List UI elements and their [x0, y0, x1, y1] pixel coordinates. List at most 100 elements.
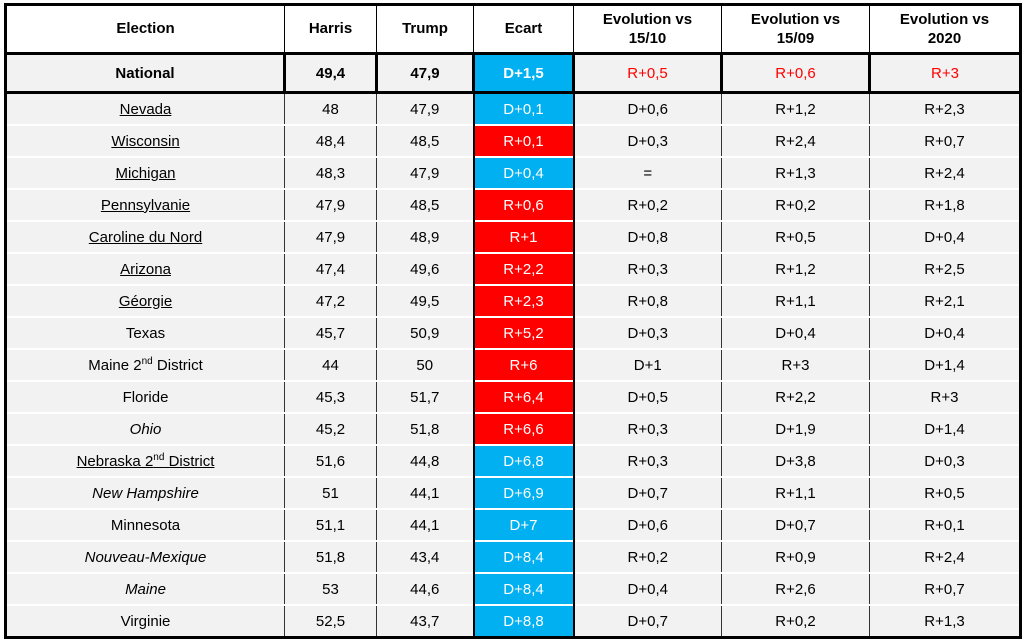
state-name: Minnesota — [110, 516, 181, 534]
evolution-15-09-cell: R+2,2 — [721, 380, 870, 413]
evolution-2020-cell: R+3 — [869, 380, 1021, 413]
state-row: Géorgie 47,2 49,5 R+2,3 R+0,8 R+1,1 R+2,… — [5, 284, 1021, 317]
state-name[interactable]: Caroline du Nord — [88, 228, 203, 246]
harris-cell: 47,2 — [284, 284, 377, 317]
state-row: Texas 45,7 50,9 R+5,2 D+0,3 D+0,4 D+0,4 — [5, 316, 1021, 349]
ecart-cell: R+6,4 — [472, 380, 575, 413]
evolution-15-09-cell: R+0,2 — [721, 188, 870, 221]
harris-cell: 48,3 — [284, 156, 377, 189]
state-name[interactable]: Michigan — [115, 164, 176, 182]
state-name: Ohio — [129, 420, 162, 438]
evolution-15-10-cell: D+0,7 — [573, 476, 722, 509]
harris-cell: 51,1 — [284, 508, 377, 541]
evolution-15-09-cell: D+1,9 — [721, 412, 870, 445]
state-name[interactable]: Nevada — [119, 100, 172, 118]
evolution-15-09-cell: D+0,4 — [721, 316, 870, 349]
evolution-15-10-cell: R+0,8 — [573, 284, 722, 317]
state-name: Maine 2nd District — [88, 355, 203, 374]
ecart-cell: R+5,2 — [472, 316, 575, 349]
state-row: Wisconsin 48,4 48,5 R+0,1 D+0,3 R+2,4 R+… — [5, 124, 1021, 157]
state-name-cell: Nevada — [5, 91, 285, 125]
state-row: Caroline du Nord 47,9 48,9 R+1 D+0,8 R+0… — [5, 220, 1021, 253]
state-name-cell: Ohio — [5, 412, 285, 445]
evolution-15-09-cell: R+1,1 — [721, 476, 870, 509]
trump-cell: 50 — [376, 348, 474, 381]
trump-cell: 51,8 — [376, 412, 474, 445]
national-trump-cell: 47,9 — [375, 52, 475, 94]
harris-cell: 51,6 — [284, 444, 377, 477]
harris-cell: 52,5 — [284, 604, 377, 638]
trump-cell: 50,9 — [376, 316, 474, 349]
state-name-cell: Virginie — [5, 604, 285, 638]
evolution-15-10-cell: D+0,3 — [573, 124, 722, 157]
evolution-15-09-cell: R+0,2 — [721, 604, 870, 638]
harris-cell: 44 — [284, 348, 377, 381]
ecart-cell: R+2,3 — [472, 284, 575, 317]
national-label: National — [4, 52, 286, 94]
national-ecart-cell: D+1,5 — [472, 52, 575, 94]
evolution-15-10-cell: D+0,8 — [573, 220, 722, 253]
state-row: New Hampshire 51 44,1 D+6,9 D+0,7 R+1,1 … — [5, 476, 1021, 509]
ecart-cell: R+1 — [472, 220, 575, 253]
state-name-cell: Nebraska 2nd District — [5, 444, 285, 477]
state-row: Maine 2nd District 44 50 R+6 D+1 R+3 D+1… — [5, 348, 1021, 381]
national-harris-cell: 49,4 — [283, 52, 378, 94]
evolution-15-10-cell: D+1 — [573, 348, 722, 381]
col-header-trump: Trump — [376, 3, 474, 55]
harris-cell: 47,4 — [284, 252, 377, 285]
state-name[interactable]: Géorgie — [118, 292, 173, 310]
national-evolution-15-09-cell: R+0,6 — [720, 52, 871, 94]
state-name-cell: Arizona — [5, 252, 285, 285]
ecart-cell: D+6,8 — [472, 444, 575, 477]
state-name[interactable]: Wisconsin — [111, 132, 180, 150]
state-name-cell: Michigan — [5, 156, 285, 189]
evolution-15-09-cell: R+3 — [721, 348, 870, 381]
state-name-cell: Wisconsin — [5, 124, 285, 157]
state-name-cell: Texas — [5, 316, 285, 349]
state-row: Nevada 48 47,9 D+0,1 D+0,6 R+1,2 R+2,3 — [5, 91, 1021, 125]
harris-cell: 48,4 — [284, 124, 377, 157]
national-evolution-2020-cell: R+3 — [868, 52, 1022, 94]
harris-cell: 53 — [284, 572, 377, 605]
evolution-2020-cell: R+2,4 — [869, 156, 1021, 189]
ecart-cell: R+0,1 — [472, 124, 575, 157]
harris-cell: 45,7 — [284, 316, 377, 349]
evolution-15-10-cell: R+0,3 — [573, 412, 722, 445]
state-name[interactable]: Nebraska 2nd District — [76, 451, 215, 470]
state-name-cell: Géorgie — [5, 284, 285, 317]
ecart-cell: R+6,6 — [472, 412, 575, 445]
trump-cell: 48,5 — [376, 188, 474, 221]
trump-cell: 43,4 — [376, 540, 474, 573]
evolution-2020-cell: R+1,8 — [869, 188, 1021, 221]
state-row: Ohio 45,2 51,8 R+6,6 R+0,3 D+1,9 D+1,4 — [5, 412, 1021, 445]
evolution-15-10-cell: R+0,2 — [573, 540, 722, 573]
trump-cell: 47,9 — [376, 91, 474, 125]
ecart-cell: R+0,6 — [472, 188, 575, 221]
evolution-15-09-cell: R+1,3 — [721, 156, 870, 189]
state-name[interactable]: Arizona — [120, 260, 171, 278]
state-name[interactable]: Pennsylvanie — [100, 196, 191, 214]
state-name-cell: Floride — [5, 380, 285, 413]
trump-cell: 49,6 — [376, 252, 474, 285]
evolution-15-09-cell: D+0,7 — [721, 508, 870, 541]
state-name: Virginie — [120, 612, 171, 630]
trump-cell: 44,1 — [376, 476, 474, 509]
evolution-2020-cell: R+2,5 — [869, 252, 1021, 285]
col-header-ecart: Ecart — [473, 3, 574, 55]
evolution-2020-cell: D+0,3 — [869, 444, 1021, 477]
evolution-2020-cell: R+1,3 — [869, 604, 1021, 638]
header-row: Election Harris Trump Ecart Evolution vs… — [5, 3, 1021, 55]
state-row: Pennsylvanie 47,9 48,5 R+0,6 R+0,2 R+0,2… — [5, 188, 1021, 221]
national-evolution-15-10-cell: R+0,5 — [572, 52, 723, 94]
trump-cell: 44,8 — [376, 444, 474, 477]
table-header: Election Harris Trump Ecart Evolution vs… — [5, 3, 1021, 55]
ecart-cell: D+8,4 — [472, 572, 575, 605]
harris-cell: 51,8 — [284, 540, 377, 573]
ecart-cell: D+8,4 — [472, 540, 575, 573]
trump-cell: 48,5 — [376, 124, 474, 157]
trump-cell: 51,7 — [376, 380, 474, 413]
harris-cell: 45,3 — [284, 380, 377, 413]
evolution-15-10-cell: R+0,2 — [573, 188, 722, 221]
state-name-cell: Nouveau-Mexique — [5, 540, 285, 573]
evolution-2020-cell: R+2,3 — [869, 91, 1021, 125]
